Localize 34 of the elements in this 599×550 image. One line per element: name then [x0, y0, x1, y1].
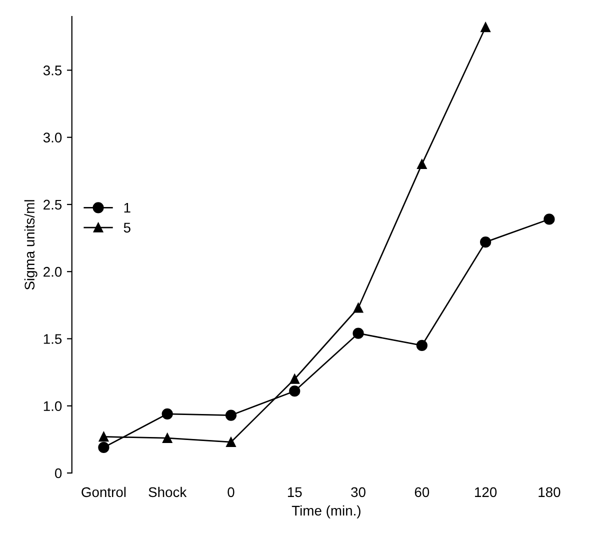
y-tick-label: 1.0	[44, 401, 62, 412]
point	[289, 386, 300, 397]
point	[544, 214, 555, 225]
legend-label: 1	[124, 202, 130, 213]
x-axis-title: Time (min.)	[292, 505, 360, 518]
point	[98, 432, 109, 442]
point	[225, 410, 237, 421]
point	[162, 433, 172, 443]
y-tick-label: 2.0	[44, 266, 62, 277]
y-tick-label: 3.5	[43, 66, 62, 76]
point	[226, 437, 236, 447]
y-tick-label: 1.5	[44, 334, 62, 344]
x-tick-label: Shock	[148, 486, 187, 498]
x-tick-label: 15	[288, 487, 302, 498]
y-tick-label: 2.5	[44, 200, 62, 210]
point	[480, 236, 492, 248]
y-tick-label: 3.0	[43, 132, 62, 143]
x-tick-label: Gontrol	[82, 486, 126, 498]
x-tick-label: 120	[475, 487, 497, 498]
x-tick-label: 0	[228, 487, 234, 498]
x-tick-label: 180	[538, 487, 560, 498]
point	[290, 374, 300, 384]
point	[162, 408, 173, 420]
point	[480, 22, 490, 32]
point	[417, 159, 427, 170]
point	[416, 340, 428, 352]
point	[98, 442, 110, 454]
point	[353, 302, 364, 313]
y-axis-title: Sigma units/ml	[24, 200, 38, 290]
x-tick-label: 60	[414, 487, 430, 498]
x-tick-label: 30	[351, 487, 366, 498]
y-tick-label: 0	[54, 468, 62, 478]
legend-label: 5	[124, 222, 130, 233]
point	[352, 328, 364, 339]
